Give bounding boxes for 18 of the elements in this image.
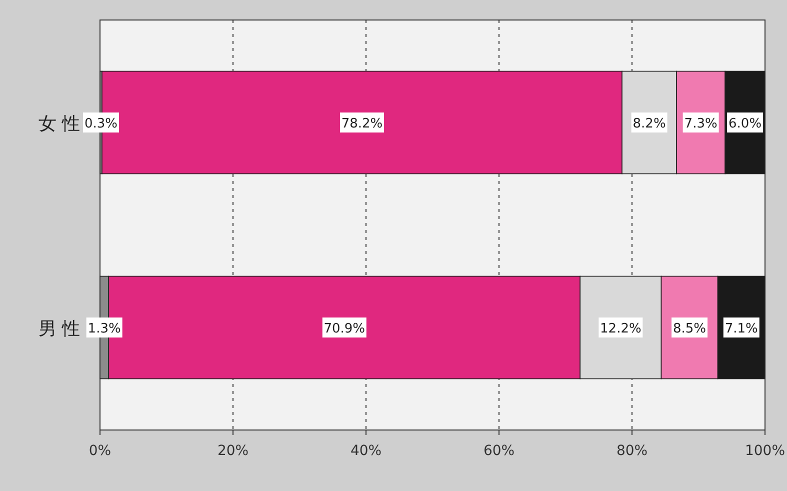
x-tick-label: 100% xyxy=(744,443,786,459)
data-label: 1.3% xyxy=(88,322,121,336)
x-tick-label: 20% xyxy=(217,443,249,459)
y-tick-label: 女 性 xyxy=(38,114,80,134)
data-label: 8.5% xyxy=(673,322,706,336)
y-tick-label: 男 性 xyxy=(38,318,80,340)
data-label: 78.2% xyxy=(341,116,383,132)
data-label: 7.1% xyxy=(724,322,758,336)
data-label: 12.2% xyxy=(600,322,642,336)
x-tick-label: 0% xyxy=(88,443,112,459)
x-tick-label: 40% xyxy=(350,443,382,459)
x-tick-label: 60% xyxy=(483,443,515,459)
data-label: 8.2% xyxy=(632,116,666,132)
data-label: 6.0% xyxy=(728,116,762,132)
x-tick-label: 80% xyxy=(616,443,648,459)
data-label: 7.3% xyxy=(684,116,718,132)
data-label: 0.3% xyxy=(84,116,118,132)
data-label: 70.9% xyxy=(324,322,366,336)
